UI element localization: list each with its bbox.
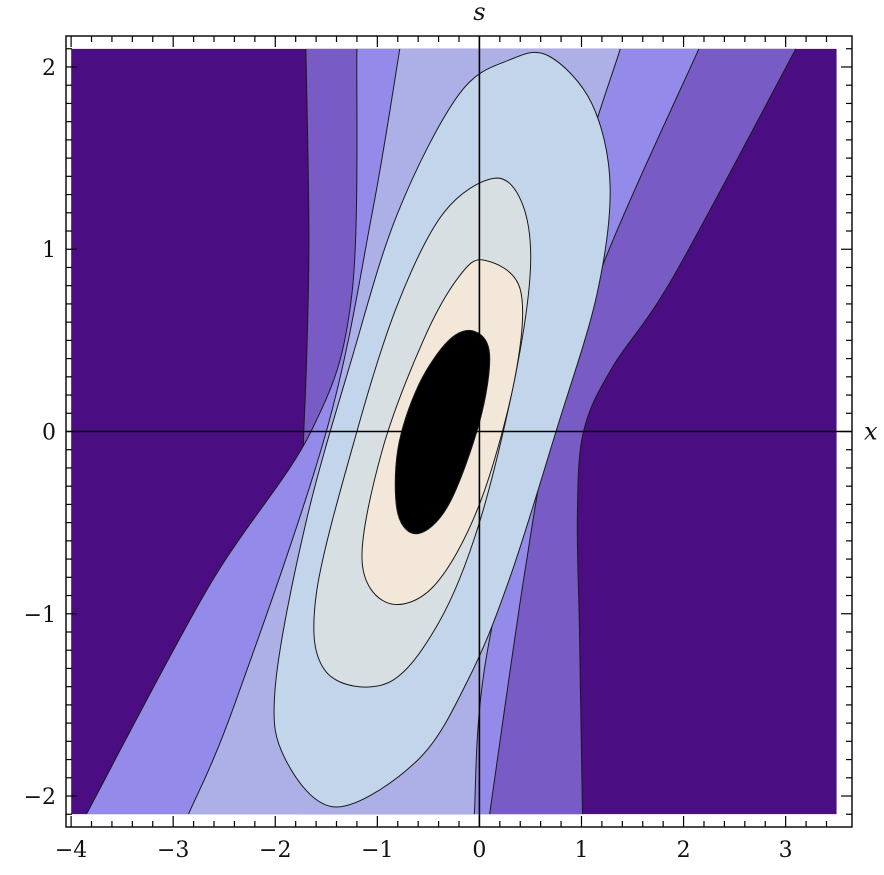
ticks (66, 36, 852, 827)
x-tick-label: −1 (361, 838, 393, 863)
x-axis-label: x (864, 418, 878, 446)
x-tick-label: 1 (574, 838, 588, 863)
x-tick-label: 3 (779, 838, 793, 863)
y-tick-label: 2 (42, 56, 56, 81)
x-tick-label: 2 (677, 838, 691, 863)
y-tick-label: 0 (42, 421, 56, 446)
y-tick-label: 1 (42, 238, 56, 263)
x-tick-label: −2 (259, 838, 291, 863)
y-axis-label: s (473, 0, 485, 26)
x-tick-label: −4 (55, 838, 87, 863)
x-tick-label: 0 (472, 838, 486, 863)
y-tick-label: −1 (24, 603, 56, 628)
x-tick-label: −3 (157, 838, 189, 863)
y-tick-label: −2 (24, 785, 56, 810)
